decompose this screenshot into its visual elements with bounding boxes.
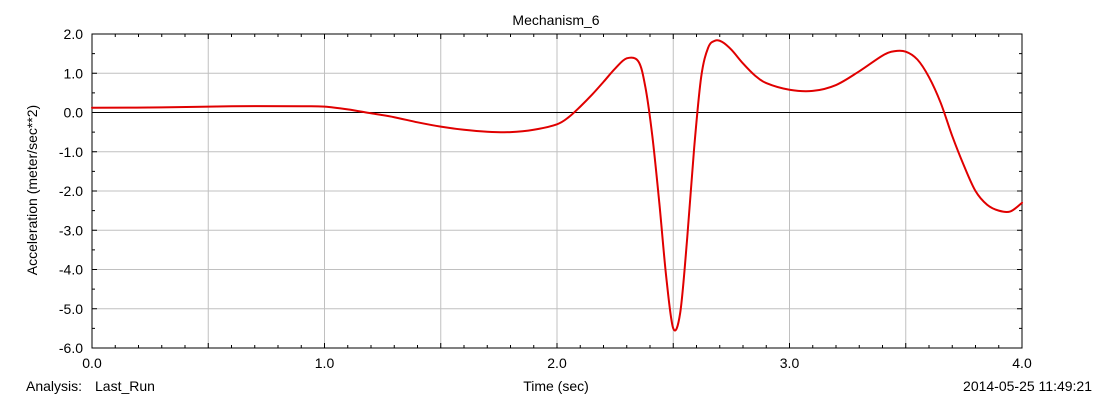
x-tick-labels: 0.0 1.0 2.0 3.0 4.0 xyxy=(82,355,1032,371)
y-tick-label: 1.0 xyxy=(64,65,84,81)
timestamp: 2014-05-25 11:49:21 xyxy=(963,378,1092,394)
y-tick-label: -1.0 xyxy=(59,144,83,160)
analysis-value: Last_Run xyxy=(95,378,155,394)
x-tick-label: 1.0 xyxy=(315,355,335,371)
y-tick-label: -3.0 xyxy=(59,222,83,238)
x-tick-label: 4.0 xyxy=(1012,355,1032,371)
y-tick-label: -2.0 xyxy=(59,183,83,199)
x-axis-label: Time (sec) xyxy=(523,378,589,394)
x-tick-label: 3.0 xyxy=(780,355,800,371)
x-tick-label: 0.0 xyxy=(82,355,102,371)
y-tick-label: -5.0 xyxy=(59,301,83,317)
series-line-acceleration xyxy=(91,39,1023,332)
y-tick-label: 2.0 xyxy=(64,26,84,42)
analysis-label: Analysis: xyxy=(26,378,82,394)
plot-frame xyxy=(91,33,1023,349)
y-tick-label: 0.0 xyxy=(64,105,84,121)
y-axis-label: Acceleration (meter/sec**2) xyxy=(24,105,40,275)
chart-title: Mechanism_6 xyxy=(512,12,599,28)
grid xyxy=(91,33,1023,349)
y-tick-label: -4.0 xyxy=(59,262,83,278)
y-tick-labels: 2.0 1.0 0.0 -1.0 -2.0 -3.0 -4.0 -5.0 -6.0 xyxy=(59,26,83,356)
y-tick-label: -6.0 xyxy=(59,340,83,356)
x-tick-label: 2.0 xyxy=(547,355,567,371)
